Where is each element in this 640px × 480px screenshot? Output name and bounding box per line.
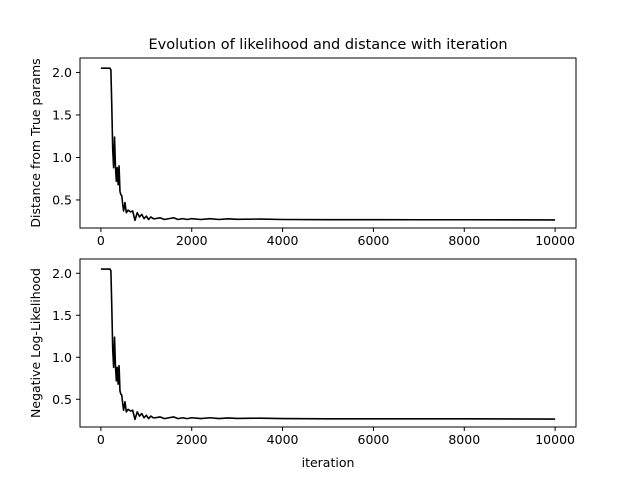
bottom-x-tick-label: 10000: [535, 432, 575, 447]
bottom-y-tick-label: 1.5: [52, 308, 72, 323]
top-y-tick-label: 1.0: [52, 150, 72, 165]
bottom-x-ticks: 0 2000 4000 6000 8000 10000: [97, 427, 575, 447]
bottom-y-ticks: 0.5 1.0 1.5 2.0: [52, 266, 80, 407]
top-y-ticks: 0.5 1.0 1.5 2.0: [52, 65, 80, 207]
top-axes: 0 2000 4000 6000 8000 10000 0.5 1.0 1.5 2.0 Dist…: [28, 57, 577, 248]
top-x-tick-label: 8000: [448, 233, 480, 248]
top-series-line: [100, 67, 556, 222]
bottom-y-axis-label: Negative Log-Likelihood: [28, 268, 43, 418]
bottom-series: [100, 268, 556, 421]
top-x-tick-label: 0: [97, 233, 105, 248]
bottom-x-tick-label: 2000: [176, 432, 208, 447]
chart-title: Evolution of likelihood and distance wit…: [148, 37, 507, 53]
x-axis-label: iteration: [302, 455, 355, 470]
top-x-tick-label: 4000: [267, 233, 299, 248]
top-y-tick-label: 0.5: [52, 192, 72, 207]
bottom-x-tick-label: 4000: [267, 432, 299, 447]
bottom-plot-frame: [79, 258, 577, 428]
bottom-y-tick-label: 0.5: [52, 392, 72, 407]
top-x-tick-label: 2000: [176, 233, 208, 248]
top-x-ticks: 0 2000 4000 6000 8000 10000: [97, 228, 575, 248]
top-plot-frame: [79, 57, 577, 229]
bottom-x-tick-label: 0: [97, 432, 105, 447]
bottom-x-tick-label: 8000: [448, 432, 480, 447]
bottom-y-tick-label: 2.0: [52, 266, 72, 281]
top-x-tick-label: 10000: [535, 233, 575, 248]
top-y-tick-label: 2.0: [52, 65, 72, 80]
top-y-tick-label: 1.5: [52, 107, 72, 122]
top-y-axis-label: Distance from True params: [28, 58, 43, 227]
bottom-y-tick-label: 1.0: [52, 350, 72, 365]
bottom-x-tick-label: 6000: [358, 432, 390, 447]
bottom-series-line: [100, 268, 556, 421]
bottom-axes: 0 2000 4000 6000 8000 10000 0.5 1.0 1.5 2.0 Nega…: [28, 258, 577, 470]
top-x-tick-label: 6000: [358, 233, 390, 248]
top-series: [100, 67, 556, 222]
